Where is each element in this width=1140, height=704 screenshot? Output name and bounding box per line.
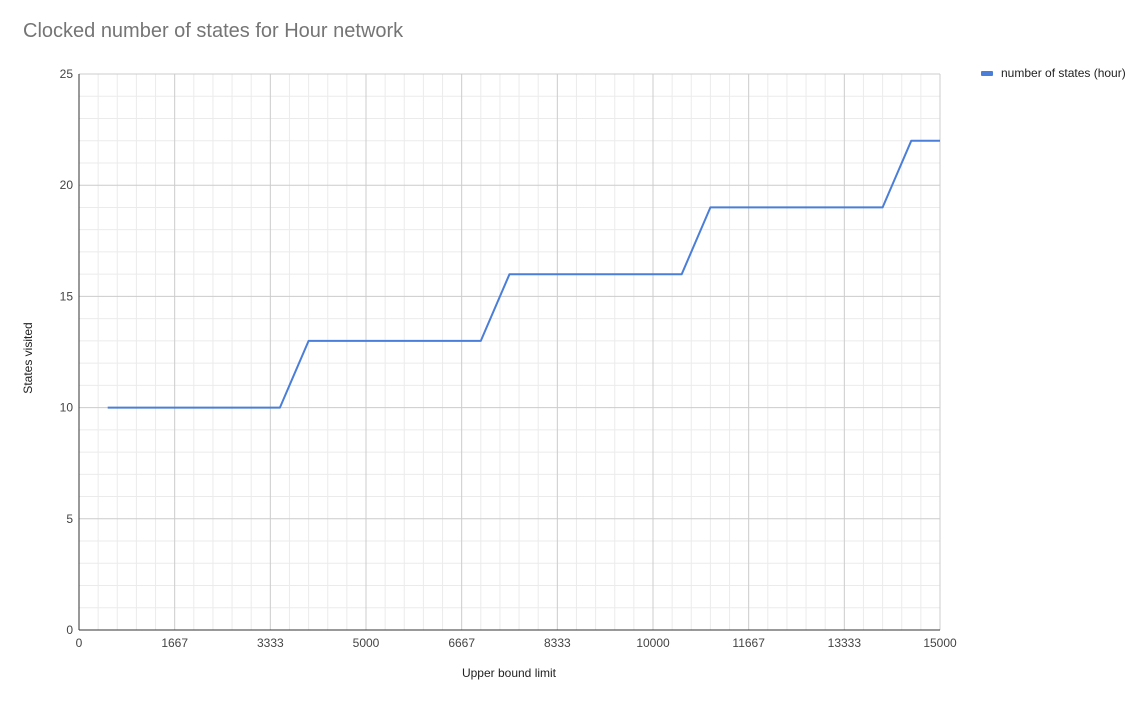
y-tick-labels: 0 5 10 15 20 25 [60, 67, 74, 637]
series-line [107, 139, 940, 409]
x-tick-label: 3333 [257, 636, 284, 650]
chart-title: Clocked number of states for Hour networ… [23, 20, 404, 42]
x-tick-label: 8333 [544, 636, 571, 650]
series-layer [107, 139, 940, 409]
major-gridlines [78, 73, 941, 631]
x-tick-label: 13333 [828, 636, 862, 650]
axes [78, 74, 940, 631]
y-tick-label: 10 [60, 401, 74, 415]
x-tick-label: 5000 [353, 636, 380, 650]
x-tick-label: 0 [76, 636, 83, 650]
y-tick-label: 15 [60, 289, 74, 303]
x-tick-label: 6667 [448, 636, 475, 650]
y-axis-title: States visited [21, 322, 35, 393]
x-tick-label: 15000 [923, 636, 957, 650]
y-tick-label: 25 [60, 67, 74, 81]
minor-gridlines [79, 74, 940, 630]
legend-swatch [981, 70, 993, 76]
x-tick-label: 11667 [732, 636, 765, 650]
x-tick-label: 10000 [636, 636, 670, 650]
x-tick-labels: 0 1667 3333 5000 6667 8333 10000 11667 13333 1500… [76, 636, 957, 650]
x-tick-label: 1667 [161, 636, 188, 650]
y-tick-label: 5 [66, 512, 73, 526]
legend: number of states (hour) [981, 66, 1126, 80]
x-axis-title: Upper bound limit [462, 666, 557, 680]
y-tick-label: 0 [66, 623, 73, 637]
y-tick-label: 20 [60, 178, 74, 192]
legend-label: number of states (hour) [1001, 66, 1126, 80]
